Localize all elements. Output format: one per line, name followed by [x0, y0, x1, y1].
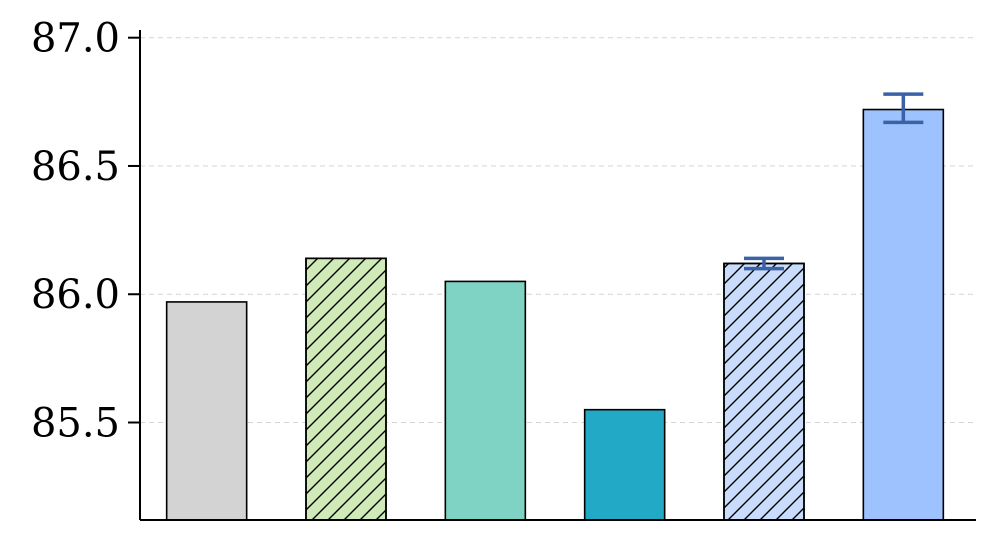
axes: [139, 30, 976, 521]
y-axis-ticks: 85.5 86.0 86.5 87.0: [31, 16, 140, 447]
y-tick-label: 85.5: [31, 401, 120, 447]
bar: [165, 301, 248, 521]
bar: [862, 108, 945, 521]
bar-hatch: [305, 257, 387, 521]
bar: [583, 408, 666, 521]
bars: [165, 92, 945, 521]
bar: [444, 280, 527, 521]
grid-lines: [140, 37, 976, 424]
bar-hatch: [723, 262, 805, 521]
y-tick-label: 87.0: [31, 16, 120, 62]
y-tick-label: 86.0: [31, 272, 120, 318]
y-tick-label: 86.5: [31, 144, 120, 190]
